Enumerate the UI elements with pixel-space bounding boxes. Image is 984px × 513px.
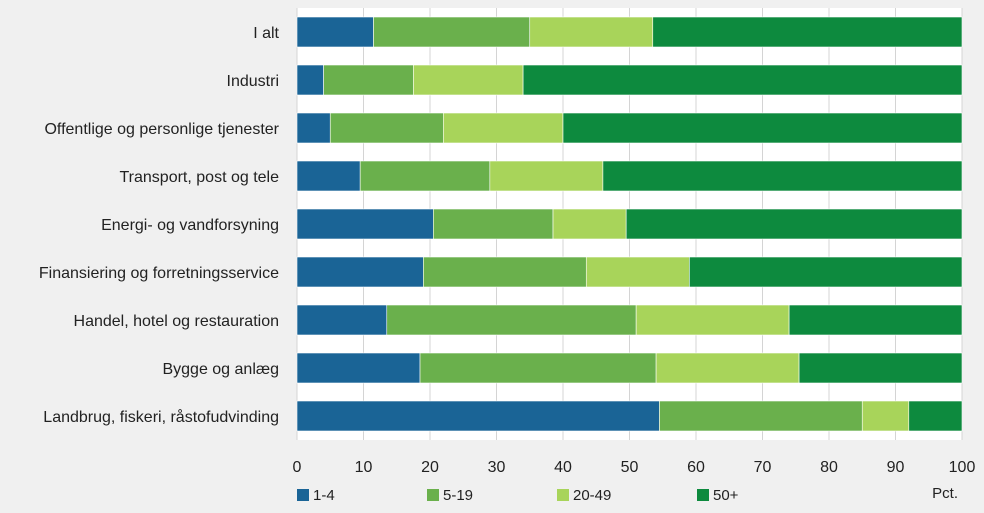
category-label: Transport, post og tele (120, 169, 280, 186)
category-label: Handel, hotel og restauration (74, 313, 279, 330)
bar-segment (908, 400, 963, 432)
bar-segment (413, 64, 524, 96)
bar-segment (296, 64, 324, 96)
bar-segment (788, 304, 963, 336)
bar-segment (296, 112, 331, 144)
category-label: I alt (253, 25, 279, 42)
legend-swatch (427, 489, 439, 501)
x-tick-label: 70 (754, 459, 772, 476)
x-unit-label: Pct. (932, 485, 958, 502)
bar-segment (296, 208, 434, 240)
bar-segment (433, 208, 554, 240)
x-tick-label: 40 (554, 459, 572, 476)
x-tick-label: 20 (421, 459, 439, 476)
bar-segment (635, 304, 790, 336)
bar-segment (373, 16, 531, 48)
legend-label: 1-4 (313, 487, 335, 504)
bar-segment (323, 64, 414, 96)
bar-segment (419, 352, 657, 384)
x-tick-label: 10 (355, 459, 373, 476)
bar-segment (552, 208, 627, 240)
bar-segment (562, 112, 963, 144)
bar-segment (386, 304, 637, 336)
bar-segment (861, 400, 910, 432)
bar-segment (296, 16, 374, 48)
bar-segment (296, 304, 388, 336)
bar-segment (652, 16, 963, 48)
bar-segment (296, 352, 421, 384)
category-label: Landbrug, fiskeri, råstofudvinding (43, 408, 279, 426)
legend-label: 5-19 (443, 487, 473, 504)
category-labels: I alt Industri Offentlige og personlige tj… (39, 25, 280, 426)
bar-segment (489, 160, 604, 192)
category-label: Finansiering og forretningsservice (39, 265, 279, 282)
bar-segment (529, 16, 654, 48)
bar-segment (296, 256, 424, 288)
bars (296, 16, 963, 432)
bar-segment (585, 256, 690, 288)
x-tick-labels: 0 10 20 30 40 50 60 70 80 90 100 (293, 459, 976, 476)
legend-swatch (697, 489, 709, 501)
bar-segment (423, 256, 587, 288)
bar-segment (296, 400, 660, 432)
category-label: Energi- og vandforsyning (101, 217, 279, 234)
x-tick-label: 90 (887, 459, 905, 476)
bar-segment (659, 400, 863, 432)
bar-segment (359, 160, 491, 192)
bar-segment (329, 112, 444, 144)
bar-segment (442, 112, 564, 144)
bar-segment (689, 256, 963, 288)
x-tick-label: 30 (488, 459, 506, 476)
bar-segment (798, 352, 963, 384)
bar-segment (655, 352, 800, 384)
category-label: Bygge og anlæg (162, 361, 279, 378)
x-tick-label: 60 (687, 459, 705, 476)
x-tick-label: 80 (820, 459, 838, 476)
bar-segment (296, 160, 361, 192)
legend-swatch (557, 489, 569, 501)
legend-swatch (297, 489, 309, 501)
x-tick-label: 50 (621, 459, 639, 476)
x-tick-label: 0 (293, 459, 302, 476)
category-label: Industri (227, 73, 279, 90)
category-label: Offentlige og personlige tjenester (44, 121, 279, 138)
legend-label: 20-49 (573, 487, 611, 504)
bar-segment (625, 208, 963, 240)
x-tick-label: 100 (949, 459, 976, 476)
legend-label: 50+ (713, 487, 739, 504)
legend: 1-4 5-19 20-49 50+ (297, 487, 739, 504)
bar-segment (602, 160, 963, 192)
bar-segment (522, 64, 963, 96)
